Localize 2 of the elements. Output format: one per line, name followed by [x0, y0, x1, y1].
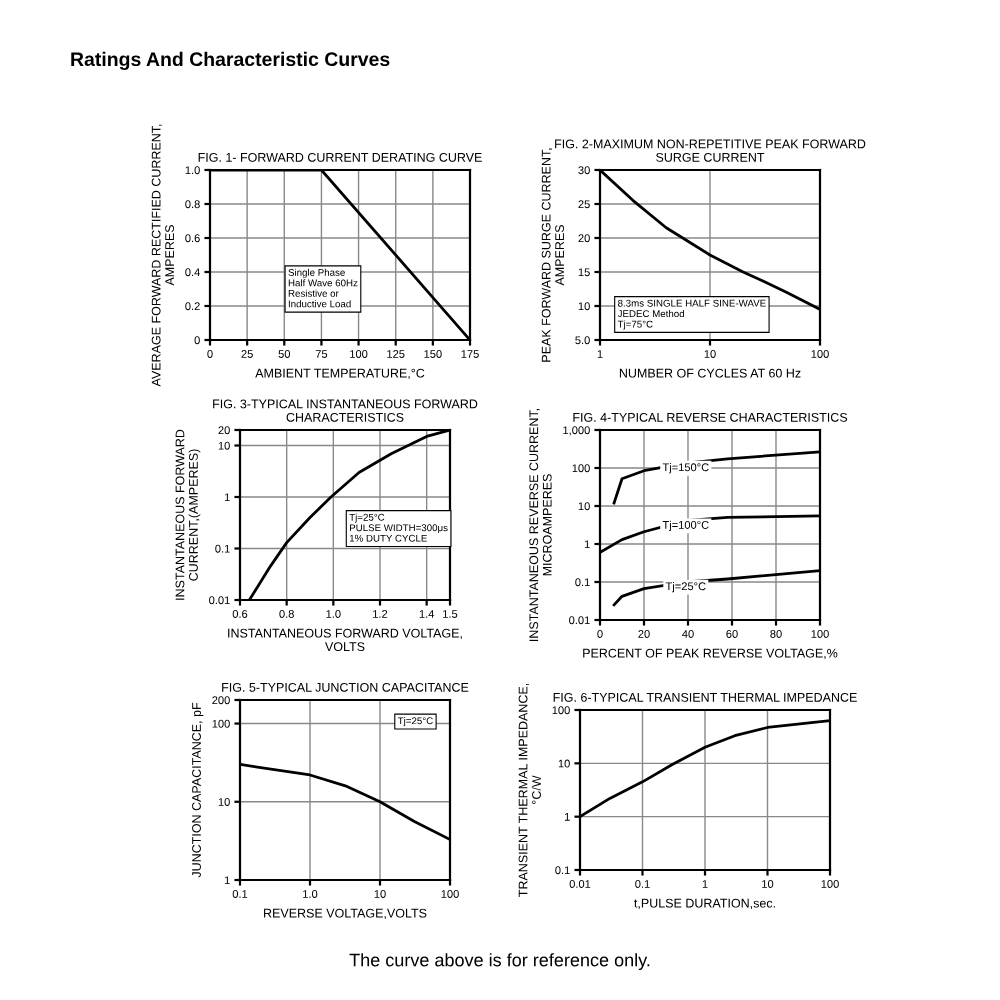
text: Ratings And Characteristic Curves	[71, 51, 390, 70]
text: The curve above is for reference only.	[349, 953, 650, 970]
